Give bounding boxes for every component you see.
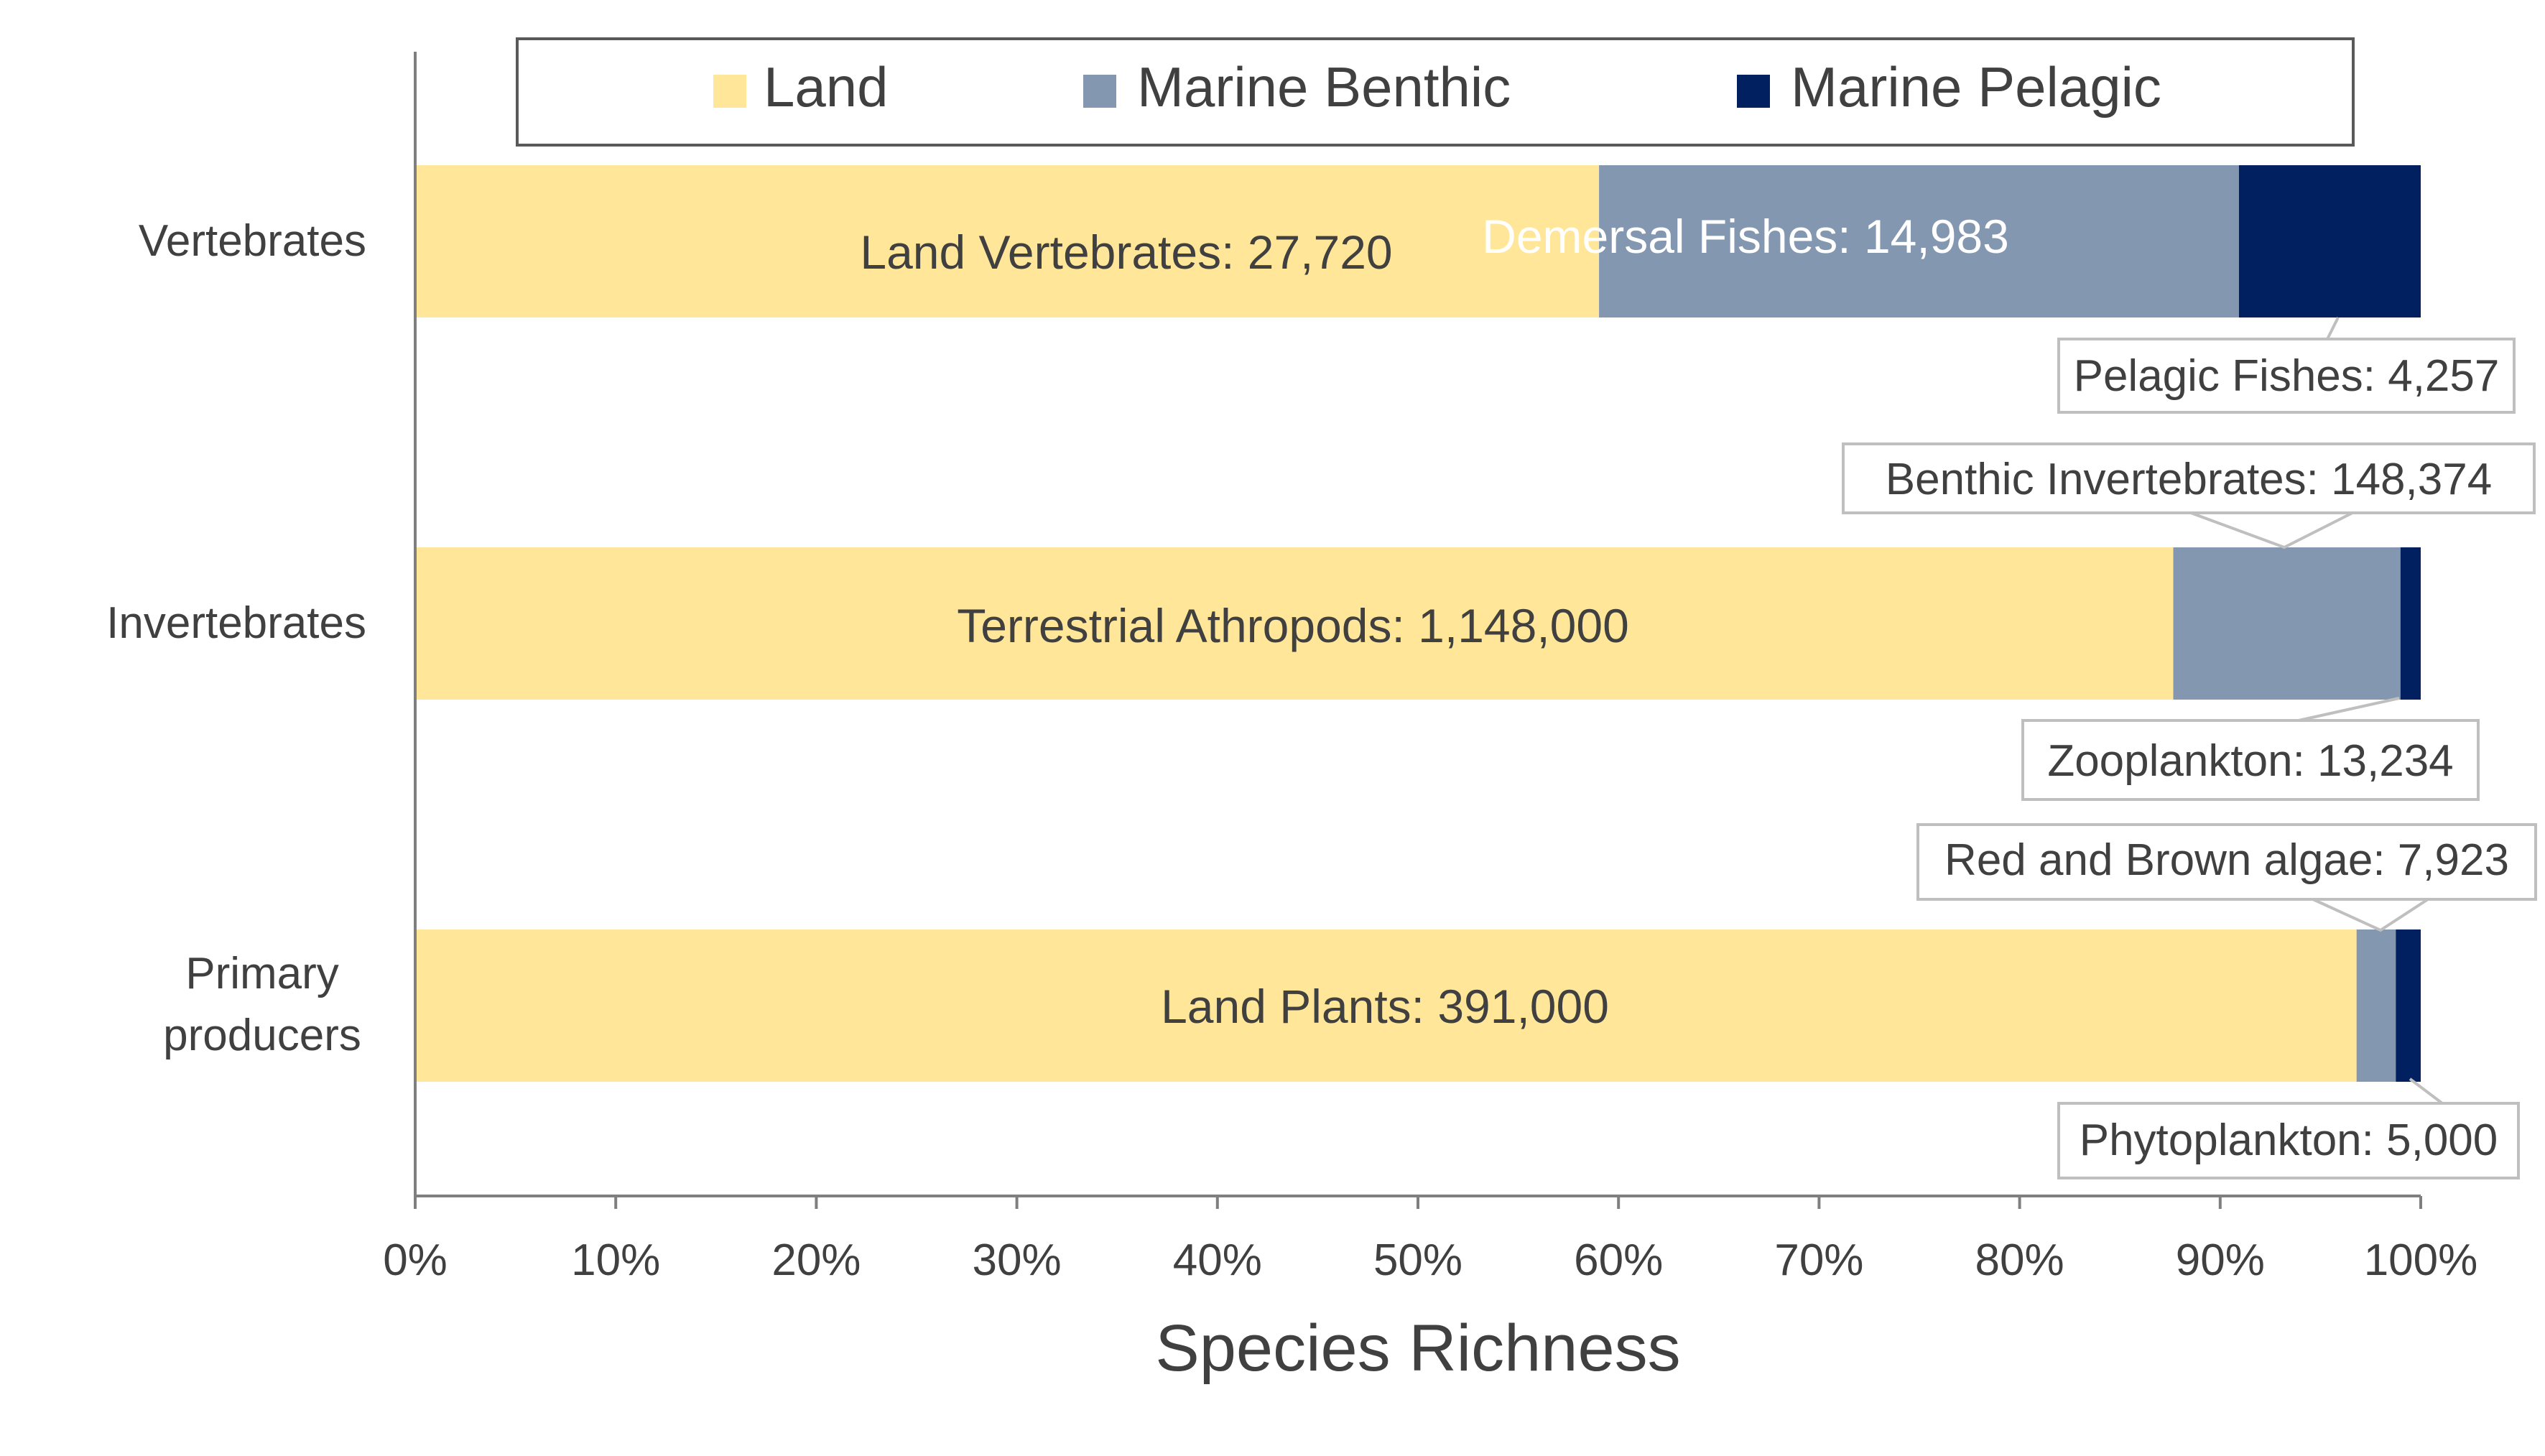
bar-segment-invertebrates-marine-benthic (2173, 547, 2401, 700)
callout-box (2021, 719, 2480, 801)
callout-leader (2409, 1077, 2444, 1105)
x-tick-label: 70% (1774, 1235, 1863, 1285)
x-tick-label: 0% (383, 1235, 448, 1285)
callout-label: Red and Brown algae: 7,923 (1944, 835, 2509, 885)
bar-segment-primary-producers-marine-pelagic (2396, 929, 2421, 1082)
callout-leader (2190, 511, 2353, 550)
x-axis-ticks (414, 1196, 2422, 1209)
callout-box (1842, 442, 2536, 514)
x-tick-label: 90% (2176, 1235, 2265, 1285)
callout-red-brown-algae: Red and Brown algae: 7,923 (1916, 823, 2537, 932)
callout-phytoplankton: Phytoplankton: 5,000 (2057, 1077, 2520, 1179)
data-label-demersal-fishes: Demersal Fishes: 14,983 (1482, 210, 2009, 263)
x-axis-tick-labels: 0% 10% 20% 30% 40% 50% 60% 70% 80% 90% 100% (383, 1235, 2477, 1285)
callout-benthic-invertebrates: Benthic Invertebrates: 148,374 (1842, 442, 2536, 550)
bar-segment-vertebrates-marine-pelagic (2238, 165, 2421, 317)
x-tick-label: 80% (1975, 1235, 2064, 1285)
callout-leader (2326, 317, 2340, 340)
data-label-land-plants: Land Plants: 391,000 (1161, 980, 1609, 1033)
x-tick-label: 20% (771, 1235, 861, 1285)
x-tick-label: 50% (1373, 1235, 1462, 1285)
callout-zooplankton: Zooplankton: 13,234 (2021, 697, 2480, 801)
legend: Land Marine Benthic Marine Pelagic (516, 37, 2355, 147)
bars (415, 165, 2421, 1082)
callout-label: Phytoplankton: 5,000 (2080, 1116, 2498, 1165)
callout-box (2057, 338, 2516, 414)
legend-box (516, 37, 2355, 147)
x-tick-label: 30% (973, 1235, 1062, 1285)
callout-label: Zooplankton: 13,234 (2047, 736, 2453, 786)
data-label-land-vertebrates: Land Vertebrates: 27,720 (860, 226, 1392, 279)
legend-label-marine-benthic: Marine Benthic (1137, 55, 1511, 119)
x-tick-label: 10% (571, 1235, 660, 1285)
x-tick-label: 60% (1574, 1235, 1663, 1285)
bar-segment-primary-producers-land (415, 929, 2357, 1082)
bar-segment-vertebrates-marine-benthic (1599, 165, 2239, 317)
x-tick-label: 100% (2364, 1235, 2478, 1285)
callout-box (1916, 823, 2537, 901)
bar-segment-invertebrates-marine-pelagic (2400, 547, 2421, 700)
category-label-primary-producers: Primary producers (163, 949, 361, 1060)
data-label-terrestrial-athropods: Terrestrial Athropods: 1,148,000 (957, 599, 1629, 652)
callout-box (2057, 1102, 2520, 1179)
legend-swatch-marine-pelagic (1737, 75, 1770, 108)
callout-leader (2312, 898, 2429, 932)
y-axis-labels: Vertebrates Invertebrates Primary produce… (106, 216, 366, 1060)
category-label-vertebrates: Vertebrates (139, 216, 366, 266)
callout-label: Benthic Invertebrates: 148,374 (1886, 455, 2492, 504)
category-label-invertebrates: Invertebrates (106, 598, 366, 648)
callout-pelagic-fishes: Pelagic Fishes: 4,257 (2057, 317, 2516, 414)
legend-label-marine-pelagic: Marine Pelagic (1791, 55, 2161, 119)
callout-label: Pelagic Fishes: 4,257 (2074, 351, 2500, 401)
bar-segment-vertebrates-land (415, 165, 1600, 317)
legend-swatch-marine-benthic (1083, 75, 1116, 108)
callout-leader (2298, 697, 2400, 722)
bar-segment-invertebrates-land (415, 547, 2174, 700)
legend-label-land: Land (764, 55, 889, 119)
bar-segment-primary-producers-marine-benthic (2356, 929, 2396, 1082)
legend-swatch-land (713, 75, 746, 108)
x-tick-label: 40% (1173, 1235, 1262, 1285)
x-axis-title: Species Richness (1155, 1312, 1680, 1385)
